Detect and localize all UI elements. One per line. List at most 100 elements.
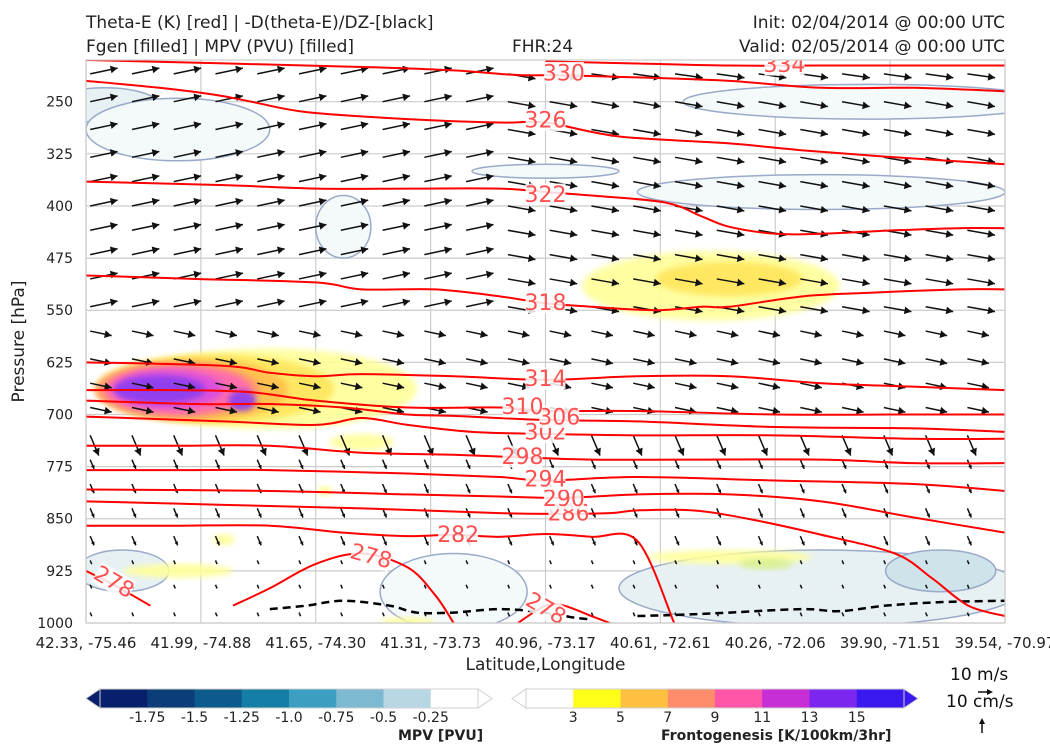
- wind-vector-head: [424, 562, 427, 565]
- wind-vector-head: [675, 586, 677, 589]
- wind-vector-head: [176, 447, 184, 456]
- wind-vector-head: [981, 406, 989, 415]
- wind-vector-head: [424, 614, 427, 617]
- wind-vector-head: [341, 614, 343, 617]
- wind-vector-head: [611, 254, 620, 263]
- mpv-colorbar-swatch: [289, 689, 337, 708]
- wind-vector-head: [145, 382, 154, 391]
- fgen-colorbar-tick: 11: [753, 710, 772, 726]
- wind-vector-head: [444, 197, 452, 206]
- wind-vector-head: [402, 270, 410, 279]
- wind-vector-head: [235, 298, 243, 307]
- wind-vector-head: [360, 298, 369, 307]
- wind-vector-head: [551, 447, 560, 456]
- wind-vector-head: [466, 562, 468, 565]
- wind-vector-head: [109, 149, 118, 157]
- wind-vector-head: [235, 65, 243, 74]
- wind-vector-head: [653, 205, 661, 214]
- wind-vector-head: [653, 254, 661, 263]
- wind-vector-head: [820, 278, 828, 287]
- wind-vector-head: [466, 489, 471, 494]
- wind-vector-head: [318, 173, 327, 182]
- fgen-colorbar-tick: 5: [616, 710, 625, 726]
- stability-contour: [637, 599, 1005, 618]
- y-tick-label: 250: [46, 95, 73, 111]
- wind-vector-head: [569, 101, 578, 110]
- fgen-colorbar-swatch: [667, 689, 716, 708]
- wind-vector-head: [981, 382, 989, 391]
- wind-vector-head: [862, 129, 870, 137]
- wind-vector-head: [312, 406, 321, 415]
- wind-vector-head: [695, 181, 703, 190]
- wind-vector-head: [688, 382, 697, 391]
- reference-vectors: [978, 689, 993, 733]
- wind-vector-head: [480, 406, 488, 415]
- wind-vector-head: [967, 562, 970, 565]
- fgen-colorbar-swatch: [762, 689, 810, 708]
- wind-vector-head: [884, 562, 886, 565]
- wind-vector-head: [801, 489, 805, 494]
- wind-vector-head: [759, 541, 763, 546]
- wind-vector-head: [174, 464, 179, 469]
- theta-e-label: 294: [525, 467, 567, 492]
- mpv-region: [682, 83, 1005, 120]
- wind-vector-head: [778, 157, 787, 165]
- wind-vector-head: [312, 382, 321, 391]
- wind-vector-head: [444, 149, 452, 157]
- wind-vector-head: [987, 278, 995, 287]
- wind-vector-head: [925, 614, 928, 617]
- wind-vector-head: [897, 330, 906, 338]
- wind-vector-head: [675, 464, 680, 469]
- wind-vector-head: [563, 358, 572, 366]
- wind-vector-head: [235, 197, 243, 206]
- wind-vector-head: [736, 205, 745, 214]
- theta-e-contour: [86, 500, 1005, 618]
- wind-vector-head: [109, 246, 118, 255]
- wind-vector-head: [187, 382, 196, 391]
- wind-vector-head: [134, 447, 142, 456]
- wind-vector-head: [216, 541, 220, 546]
- mpv-colorbar-swatch: [383, 689, 432, 708]
- wind-vector-head: [193, 270, 202, 279]
- wind-vector-head: [466, 513, 471, 518]
- wind-vector-head: [299, 614, 301, 617]
- frontogenesis-region: [317, 486, 333, 496]
- wind-vector-head: [299, 464, 304, 469]
- wind-vector-head: [90, 464, 95, 469]
- wind-vector-head: [402, 298, 410, 307]
- theta-e-label: 298: [502, 445, 544, 470]
- wind-vector-head: [151, 298, 160, 307]
- wind-vector-head: [271, 406, 279, 415]
- wind-vector-head: [174, 614, 176, 617]
- wind-vector-head: [527, 205, 536, 214]
- wind-vector-head: [591, 586, 594, 589]
- wind-vector-head: [605, 382, 613, 391]
- wind-vector-head: [897, 406, 906, 415]
- wind-vector-head: [772, 358, 781, 366]
- wind-vector-head: [569, 181, 578, 190]
- wind-vector-head: [987, 101, 995, 110]
- frontogenesis-region: [122, 563, 234, 578]
- wind-vector-head: [383, 513, 387, 518]
- wind-vector-head: [151, 197, 160, 206]
- contour-label-bg: [525, 109, 566, 132]
- wind-vector-head: [145, 406, 154, 415]
- wind-vector-head: [945, 306, 954, 315]
- wind-vector-head: [312, 358, 321, 366]
- wind-vector-head: [719, 447, 727, 456]
- wind-vector-head: [647, 330, 655, 338]
- wind-vector-head: [259, 447, 267, 456]
- mpv-colorbar-outline: [99, 688, 479, 709]
- wind-vector-head: [736, 157, 745, 165]
- wind-vector-head: [425, 489, 429, 494]
- wind-vector-head: [132, 614, 134, 617]
- wind-vector-head: [438, 382, 446, 391]
- theta-e-contour: [86, 399, 1005, 433]
- x-tick-label: 41.99, -74.88: [150, 634, 251, 652]
- wind-vector-head: [271, 382, 279, 391]
- theta-e-label: 306: [538, 405, 580, 430]
- wind-vector-head: [360, 270, 369, 279]
- x-tick-label: 41.65, -74.30: [265, 634, 366, 652]
- wind-vector-head: [945, 230, 954, 238]
- x-tick-label: 42.33, -75.46: [36, 634, 137, 652]
